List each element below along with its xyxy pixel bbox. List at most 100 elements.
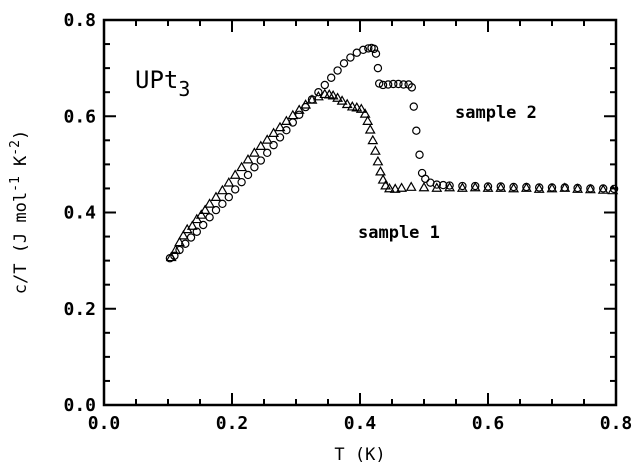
series-layer bbox=[165, 43, 619, 263]
data-point-triangle bbox=[369, 145, 381, 155]
y-tick-label: 0.8 bbox=[63, 10, 96, 31]
data-point-triangle bbox=[236, 161, 248, 172]
data-point-triangle bbox=[341, 98, 353, 109]
data-point-circle bbox=[301, 102, 310, 112]
data-point-triangle bbox=[375, 165, 386, 176]
data-point-circle bbox=[314, 87, 323, 97]
data-point-triangle bbox=[456, 182, 468, 192]
data-point-circle bbox=[471, 181, 480, 191]
data-point-triangle bbox=[362, 115, 374, 125]
data-point-circle bbox=[373, 63, 383, 73]
data-point-circle bbox=[599, 184, 608, 193]
data-point-triangle bbox=[396, 182, 408, 192]
data-point-triangle bbox=[520, 182, 532, 192]
x-axis-label: T (K) bbox=[334, 445, 385, 465]
data-point-circle bbox=[243, 170, 253, 180]
data-point-circle bbox=[198, 220, 208, 230]
data-point-triangle bbox=[372, 155, 384, 166]
data-point-circle bbox=[205, 213, 214, 222]
data-point-triangle bbox=[280, 115, 292, 125]
data-point-circle bbox=[586, 184, 595, 193]
data-point-triangle bbox=[508, 182, 520, 193]
data-point-triangle bbox=[355, 103, 367, 113]
data-point-circle bbox=[609, 184, 619, 194]
data-point-triangle bbox=[186, 220, 198, 230]
data-point-triangle bbox=[195, 209, 207, 219]
data-point-circle bbox=[522, 182, 531, 192]
data-point-circle bbox=[412, 126, 421, 135]
data-point-triangle bbox=[380, 179, 392, 190]
data-point-circle bbox=[509, 182, 518, 192]
data-point-triangle bbox=[359, 108, 371, 118]
data-point-triangle bbox=[572, 183, 584, 193]
data-point-circle bbox=[394, 79, 403, 89]
data-point-circle bbox=[359, 45, 368, 55]
data-point-circle bbox=[186, 233, 196, 242]
data-point-circle bbox=[181, 239, 190, 248]
data-point-circle bbox=[383, 80, 393, 89]
tick-labels: 0.0 0.2 0.4 0.6 0.8 0.0 0.2 0.4 0.6 0.8 bbox=[63, 10, 632, 434]
data-point-triangle bbox=[293, 104, 305, 114]
data-point-circle bbox=[288, 118, 297, 127]
data-point-triangle bbox=[444, 181, 456, 192]
data-point-circle bbox=[275, 133, 285, 142]
data-point-triangle bbox=[336, 95, 348, 105]
data-point-triangle bbox=[405, 181, 417, 191]
y-tick-label: 0.2 bbox=[63, 299, 96, 320]
data-point-circle bbox=[415, 150, 424, 159]
data-point-triangle bbox=[597, 184, 609, 194]
data-point-circle bbox=[224, 192, 233, 202]
data-point-circle bbox=[445, 181, 454, 190]
annotation-sample-2: sample 2 bbox=[455, 103, 537, 123]
data-point-circle bbox=[389, 79, 398, 89]
data-point-triangle bbox=[367, 134, 379, 145]
data-point-circle bbox=[269, 140, 278, 150]
y-tick-label: 0.4 bbox=[63, 203, 96, 224]
data-point-circle bbox=[170, 251, 179, 261]
data-point-circle bbox=[320, 80, 329, 90]
data-point-triangle bbox=[223, 177, 235, 187]
data-point-circle bbox=[295, 110, 304, 120]
data-point-circle bbox=[175, 245, 184, 255]
data-point-circle bbox=[165, 254, 175, 263]
x-tick-label: 0.2 bbox=[216, 413, 249, 434]
data-point-circle bbox=[399, 80, 408, 89]
data-point-circle bbox=[192, 227, 201, 236]
data-point-circle bbox=[378, 80, 388, 90]
data-point-triangle bbox=[204, 198, 216, 208]
data-point-triangle bbox=[482, 182, 494, 192]
data-point-triangle bbox=[533, 183, 545, 193]
data-point-triangle bbox=[261, 134, 273, 144]
data-point-circle bbox=[560, 183, 570, 192]
data-point-triangle bbox=[268, 127, 280, 137]
data-point-triangle bbox=[384, 182, 395, 193]
annotation-sample-1: sample 1 bbox=[358, 223, 440, 243]
x-tick-label: 0.6 bbox=[472, 413, 505, 434]
data-point-triangle bbox=[377, 174, 389, 184]
data-point-triangle bbox=[248, 147, 260, 157]
data-point-circle bbox=[458, 181, 467, 191]
data-point-circle bbox=[282, 126, 291, 135]
data-point-circle bbox=[211, 205, 221, 215]
data-point-circle bbox=[483, 182, 493, 191]
data-point-triangle bbox=[418, 181, 430, 192]
data-point-triangle bbox=[229, 169, 241, 179]
data-point-circle bbox=[496, 182, 505, 191]
data-point-circle bbox=[407, 83, 417, 92]
data-point-circle bbox=[421, 174, 430, 184]
series-sample-2 bbox=[165, 43, 619, 263]
data-point-circle bbox=[263, 148, 272, 158]
data-point-triangle bbox=[327, 89, 339, 100]
x-tick-label: 0.4 bbox=[344, 413, 377, 434]
series-sample-1 bbox=[165, 88, 619, 262]
data-point-circle bbox=[573, 183, 582, 193]
data-point-circle bbox=[547, 183, 557, 192]
data-point-circle bbox=[333, 66, 342, 75]
data-point-circle bbox=[535, 183, 544, 192]
data-point-triangle bbox=[242, 153, 254, 164]
data-point-circle bbox=[409, 102, 418, 111]
data-point-triangle bbox=[546, 182, 558, 193]
x-tick-label: 0.0 bbox=[88, 413, 121, 434]
data-point-triangle bbox=[177, 229, 189, 240]
